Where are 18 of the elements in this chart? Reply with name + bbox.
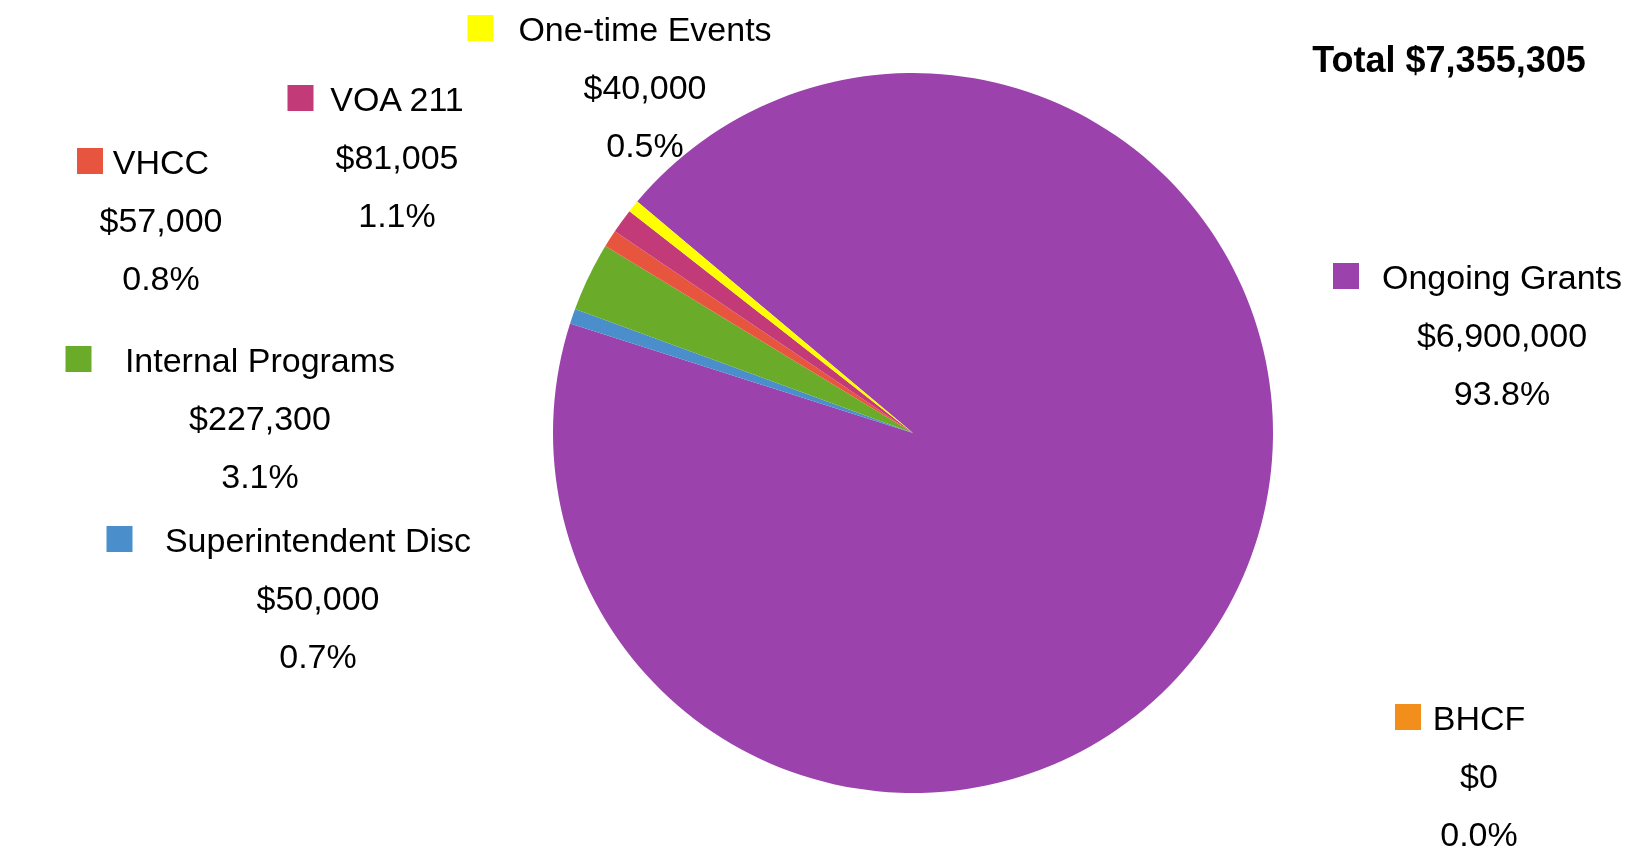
text: $0 0.0%	[1440, 757, 1518, 853]
pie-slice	[553, 73, 1273, 793]
legend-label: Superintendent Disc	[164, 521, 472, 559]
legend-label: BHCF	[1432, 699, 1526, 737]
pie-slice	[575, 246, 913, 433]
data-label: $40,000 0.5%	[583, 68, 707, 164]
data-label: $227,300 3.1%	[189, 399, 331, 495]
data-label: $57,000 0.8%	[99, 201, 223, 297]
legend-label: VOA 211	[330, 80, 464, 118]
legend-label: Internal Programs	[124, 341, 396, 379]
data-label: $81,005 1.1%	[335, 138, 459, 234]
data-label: $6,900,000 93.8%	[1416, 316, 1588, 412]
text: Total $7,355,305	[1312, 39, 1586, 80]
legend-label: Ongoing Grants	[1381, 258, 1623, 296]
data-label: $50,000 0.7%	[256, 579, 380, 675]
pie-slice	[570, 308, 913, 433]
legend-label: One-time Events	[518, 10, 772, 48]
legend-label: VHCC	[112, 143, 210, 181]
